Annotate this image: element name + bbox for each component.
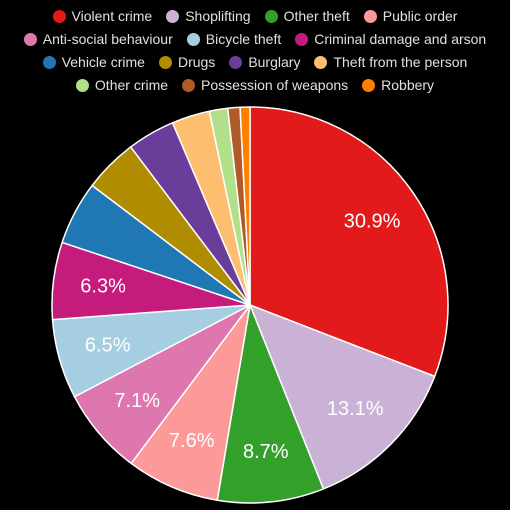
legend-label: Possession of weapons — [201, 77, 349, 93]
legend-label: Vehicle crime — [61, 54, 145, 70]
legend-swatch — [229, 55, 243, 69]
slice-label: 7.6% — [169, 430, 215, 452]
legend-item: Other theft — [264, 8, 350, 24]
legend-label: Theft from the person — [333, 54, 468, 70]
legend-item: Other crime — [75, 77, 169, 93]
legend-row: Anti-social behaviour Bicycle theft Crimin… — [0, 28, 510, 50]
slice-label: 6.3% — [80, 276, 126, 298]
pie-slice-robbery — [239, 106, 251, 306]
legend-swatch — [52, 9, 66, 23]
legend-label: Anti-social behaviour — [42, 31, 173, 47]
legend-swatch — [186, 32, 200, 46]
legend-item: Vehicle crime — [42, 54, 145, 70]
chart-legend: Violent crime Shoplifting Other theft Publi… — [0, 0, 510, 100]
legend-swatch — [362, 78, 376, 92]
legend-row: Other crime Possession of weapons Robbery — [0, 74, 510, 96]
legend-item: Anti-social behaviour — [23, 31, 173, 47]
legend-label: Violent crime — [71, 8, 153, 24]
legend-swatch — [295, 32, 309, 46]
legend-item: Shoplifting — [166, 8, 251, 24]
legend-swatch — [23, 32, 37, 46]
legend-swatch — [166, 9, 180, 23]
legend-label: Burglary — [248, 54, 301, 70]
legend-item: Burglary — [229, 54, 300, 70]
legend-item: Robbery — [362, 77, 434, 93]
legend-label: Shoplifting — [185, 8, 251, 24]
slice-label: 8.7% — [243, 441, 289, 463]
legend-item: Theft from the person — [314, 54, 467, 70]
legend-label: Other crime — [94, 77, 169, 93]
legend-item: Drugs — [158, 54, 216, 70]
pie-slice-public-order — [130, 304, 251, 502]
pie-slice-other-theft — [216, 304, 325, 504]
legend-item: Bicycle theft — [186, 31, 282, 47]
legend-label: Bicycle theft — [205, 31, 282, 47]
legend-label: Drugs — [177, 54, 216, 70]
slice-label: 13.1% — [327, 398, 384, 420]
legend-item: Violent crime — [52, 8, 153, 24]
legend-swatch — [363, 9, 377, 23]
pie-slice-violent-crime — [249, 106, 449, 378]
slice-label: 7.1% — [114, 390, 160, 412]
legend-swatch — [314, 55, 328, 69]
legend-swatch — [182, 78, 196, 92]
legend-item: Possession of weapons — [182, 77, 348, 93]
legend-swatch — [264, 9, 278, 23]
slice-label: 6.5% — [85, 335, 131, 357]
slice-label: 30.9% — [344, 210, 401, 232]
legend-label: Public order — [382, 8, 458, 24]
legend-swatch — [158, 55, 172, 69]
legend-row: Vehicle crime Drugs Burglary Theft from the… — [0, 51, 510, 73]
legend-row: Violent crime Shoplifting Other theft Publi… — [0, 5, 510, 27]
legend-label: Criminal damage and arson — [314, 31, 487, 47]
legend-item: Criminal damage and arson — [295, 31, 486, 47]
legend-label: Other theft — [283, 8, 350, 24]
legend-label: Robbery — [381, 77, 435, 93]
pie-slice-shoplifting — [249, 304, 436, 490]
legend-item: Public order — [363, 8, 458, 24]
legend-swatch — [42, 55, 56, 69]
legend-swatch — [75, 78, 89, 92]
